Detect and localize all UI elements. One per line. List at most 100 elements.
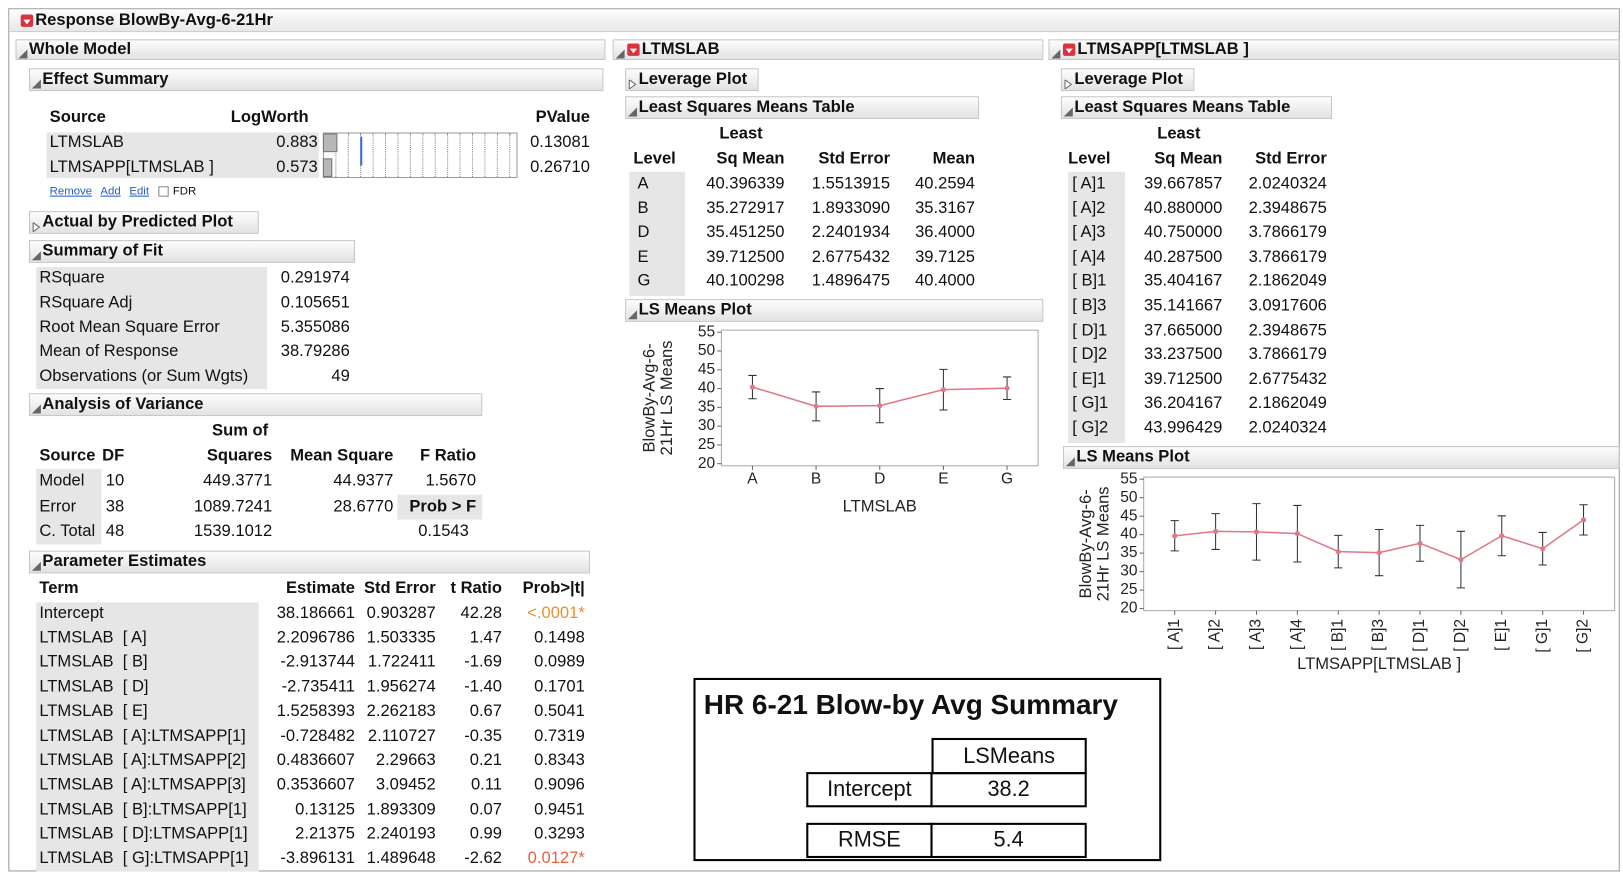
triangle[interactable] <box>31 79 41 89</box>
disclosure-icon[interactable] <box>628 76 637 91</box>
triangle[interactable] <box>32 221 41 233</box>
button[interactable]: Remove <box>49 185 93 198</box>
disclosure-icon[interactable] <box>1064 76 1073 91</box>
triangle-shape[interactable] <box>628 78 637 91</box>
cell-text: 2.2096786 <box>276 628 356 647</box>
cell-text: 2.6775432 <box>1248 370 1327 388</box>
dotted-line <box>409 133 411 177</box>
cell-text: -2.913744 <box>280 653 356 672</box>
triangle-shape[interactable] <box>32 221 41 233</box>
button[interactable]: Edit <box>129 185 150 198</box>
section-header <box>28 393 483 417</box>
triangle-shape[interactable] <box>1064 78 1073 91</box>
triangle-shape[interactable] <box>31 79 41 89</box>
cell-text: 39.712500 <box>1144 370 1223 388</box>
arrow[interactable] <box>23 19 31 25</box>
triangle[interactable] <box>31 561 41 571</box>
cell-text: Level <box>633 150 676 168</box>
cell-text: -2.62 <box>464 849 502 868</box>
triangle[interactable] <box>628 78 637 91</box>
checkbox[interactable] <box>158 186 169 197</box>
triangle[interactable] <box>1065 457 1075 467</box>
cell-text: Std Error <box>363 579 436 598</box>
cell-text: Estimate <box>285 579 356 598</box>
cell-text: Mean Square <box>290 447 394 465</box>
menu-arrow[interactable] <box>1063 45 1075 57</box>
cell-text: Model <box>39 471 85 490</box>
triangle-shape[interactable] <box>1051 49 1061 59</box>
disclosure-icon[interactable] <box>31 76 41 89</box>
cell-text: 0.9451 <box>534 800 585 819</box>
cell-text: 2.29663 <box>375 751 436 770</box>
logworth-bar <box>322 158 333 177</box>
cell-text: 1.8933090 <box>811 199 891 217</box>
menu-icon[interactable] <box>20 14 34 28</box>
cell-text: 10 <box>105 471 125 490</box>
cell-text: -1.40 <box>464 678 502 696</box>
cell-text: 2.2401934 <box>811 223 891 242</box>
menu-icon[interactable] <box>627 43 640 57</box>
triangle[interactable] <box>1063 107 1073 117</box>
button[interactable]: Add <box>100 185 121 198</box>
cell-text: 0.3293 <box>534 825 585 843</box>
disclosure-icon[interactable] <box>18 46 28 59</box>
triangle-shape[interactable] <box>31 251 41 261</box>
cell-text: 0.67 <box>469 702 502 721</box>
triangle-shape[interactable] <box>1065 457 1075 467</box>
dotted-line <box>385 133 387 177</box>
summary-cell <box>930 822 1087 859</box>
cell-text: LTMSLAB [ E] <box>39 702 148 721</box>
triangle-shape[interactable] <box>18 49 28 59</box>
section-header <box>28 68 604 92</box>
triangle-shape[interactable] <box>1063 107 1073 117</box>
disclosure-icon[interactable] <box>628 306 638 320</box>
dotted-line <box>434 133 436 177</box>
triangle[interactable] <box>628 107 638 117</box>
cell-text: 40.100298 <box>706 272 785 291</box>
menu-arrow[interactable] <box>21 16 33 28</box>
menu-arrow[interactable] <box>627 45 639 57</box>
disclosure-icon[interactable] <box>31 401 41 414</box>
menu-icon[interactable] <box>1062 43 1076 57</box>
cell-text: 0.13125 <box>295 800 356 819</box>
cell-text: 2.1862049 <box>1248 272 1327 291</box>
cell-text: 2.240193 <box>366 825 436 843</box>
cell-text: FDR <box>172 185 197 198</box>
disclosure-icon[interactable] <box>31 247 41 261</box>
section-header <box>15 39 606 61</box>
triangle-shape[interactable] <box>628 310 638 320</box>
triangle-shape[interactable] <box>628 107 638 117</box>
triangle[interactable] <box>615 49 625 59</box>
disclosure-icon[interactable] <box>628 104 638 117</box>
triangle[interactable] <box>1051 49 1061 59</box>
arrow[interactable] <box>629 48 638 54</box>
section-header <box>28 240 356 263</box>
disclosure-icon[interactable] <box>1051 46 1061 59</box>
arrow[interactable] <box>1065 48 1073 54</box>
cell-text: LTMSLAB [ B]:LTMSAPP[1] <box>39 800 247 819</box>
cell-text: 40.287500 <box>1144 248 1223 266</box>
triangle[interactable] <box>1064 78 1073 91</box>
cell-text: LTMSLAB [ A] <box>39 628 147 647</box>
cell-text: 0.3536607 <box>276 776 356 794</box>
triangle-shape[interactable] <box>31 404 41 414</box>
disclosure-icon[interactable] <box>31 558 41 571</box>
cell-text: F Ratio <box>419 447 477 465</box>
disclosure-icon[interactable] <box>1063 104 1073 117</box>
cell-text: 44.9377 <box>333 471 394 490</box>
dotted-line <box>447 133 449 177</box>
cell-text: LTMSLAB [ A]:LTMSAPP[1] <box>39 727 246 745</box>
disclosure-icon[interactable] <box>32 218 41 233</box>
triangle-shape[interactable] <box>615 49 625 59</box>
triangle[interactable] <box>628 310 638 320</box>
triangle[interactable] <box>18 49 28 59</box>
cell-text: -0.35 <box>464 727 502 745</box>
disclosure-icon[interactable] <box>1065 453 1075 467</box>
disclosure-icon[interactable] <box>615 46 625 59</box>
cell-text: 0.291974 <box>280 269 350 287</box>
triangle-shape[interactable] <box>31 561 41 571</box>
triangle[interactable] <box>31 251 41 261</box>
cell-text: 0.11 <box>470 776 502 794</box>
triangle[interactable] <box>31 404 41 414</box>
cell-text: 0.8343 <box>534 751 585 770</box>
